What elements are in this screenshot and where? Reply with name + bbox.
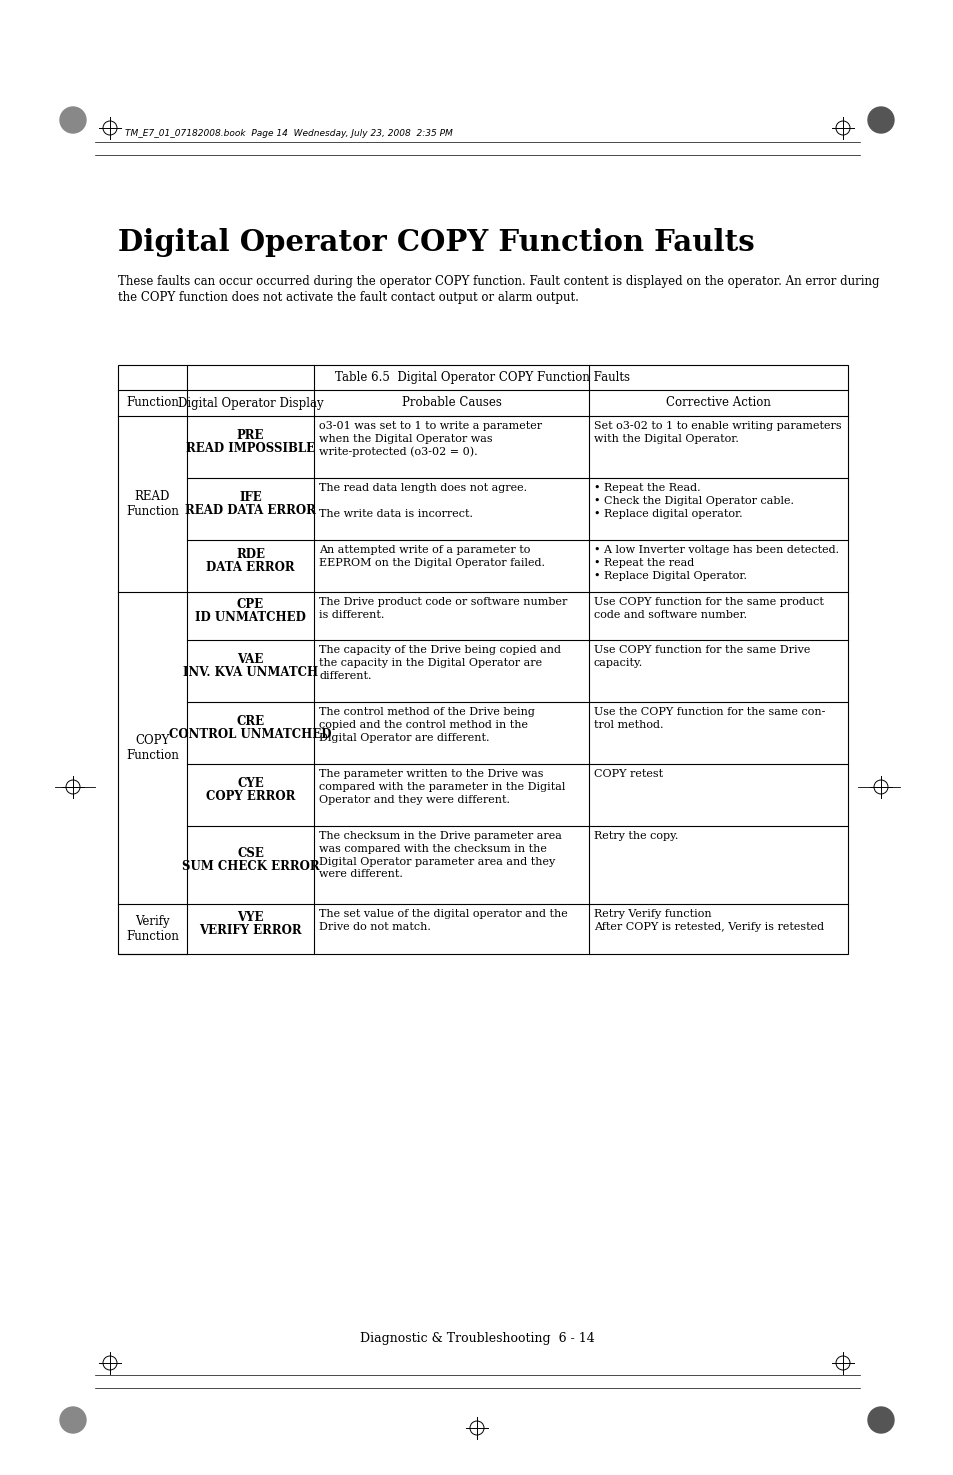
Text: Retry Verify function
After COPY is retested, Verify is retested: Retry Verify function After COPY is rete… bbox=[593, 909, 823, 932]
Text: Use COPY function for the same Drive
capacity.: Use COPY function for the same Drive cap… bbox=[593, 645, 809, 668]
Text: VAE: VAE bbox=[237, 653, 263, 667]
Text: IFE: IFE bbox=[239, 491, 261, 504]
Bar bbox=[118, 364, 847, 954]
Text: INV. KVA UNMATCH: INV. KVA UNMATCH bbox=[183, 667, 317, 678]
Text: Use the COPY function for the same con-
trol method.: Use the COPY function for the same con- … bbox=[593, 707, 824, 730]
Text: ID UNMATCHED: ID UNMATCHED bbox=[194, 611, 306, 624]
Text: COPY
Function: COPY Function bbox=[126, 735, 178, 763]
Text: DATA ERROR: DATA ERROR bbox=[206, 560, 294, 574]
Text: Probable Causes: Probable Causes bbox=[401, 397, 501, 410]
Text: Corrective Action: Corrective Action bbox=[665, 397, 770, 410]
Text: TM_E7_01_07182008.book  Page 14  Wednesday, July 23, 2008  2:35 PM: TM_E7_01_07182008.book Page 14 Wednesday… bbox=[125, 128, 453, 137]
Circle shape bbox=[867, 1407, 893, 1434]
Text: CONTROL UNMATCHED: CONTROL UNMATCHED bbox=[169, 729, 332, 740]
Text: Function: Function bbox=[126, 397, 178, 410]
Text: The set value of the digital operator and the
Drive do not match.: The set value of the digital operator an… bbox=[319, 909, 568, 932]
Text: CPE: CPE bbox=[236, 597, 264, 611]
Text: The checksum in the Drive parameter area
was compared with the checksum in the
D: The checksum in the Drive parameter area… bbox=[319, 830, 561, 879]
Text: • A low Inverter voltage has been detected.
• Repeat the read
• Replace Digital : • A low Inverter voltage has been detect… bbox=[593, 544, 838, 581]
Text: VERIFY ERROR: VERIFY ERROR bbox=[199, 923, 301, 937]
Text: Set o3-02 to 1 to enable writing parameters
with the Digital Operator.: Set o3-02 to 1 to enable writing paramet… bbox=[593, 420, 841, 444]
Text: READ IMPOSSIBLE: READ IMPOSSIBLE bbox=[186, 442, 314, 454]
Text: The control method of the Drive being
copied and the control method in the
Digit: The control method of the Drive being co… bbox=[319, 707, 535, 742]
Text: • Repeat the Read.
• Check the Digital Operator cable.
• Replace digital operato: • Repeat the Read. • Check the Digital O… bbox=[593, 482, 793, 519]
Text: Retry the copy.: Retry the copy. bbox=[593, 830, 678, 841]
Text: Table 6.5  Digital Operator COPY Function Faults: Table 6.5 Digital Operator COPY Function… bbox=[335, 372, 630, 384]
Text: An attempted write of a parameter to
EEPROM on the Digital Operator failed.: An attempted write of a parameter to EEP… bbox=[319, 544, 545, 568]
Circle shape bbox=[60, 1407, 86, 1434]
Text: PRE: PRE bbox=[236, 429, 264, 442]
Circle shape bbox=[867, 108, 893, 133]
Text: VYE: VYE bbox=[237, 912, 263, 923]
Text: COPY ERROR: COPY ERROR bbox=[206, 791, 294, 802]
Text: SUM CHECK ERROR: SUM CHECK ERROR bbox=[181, 860, 319, 873]
Text: These faults can occur occurred during the operator COPY function. Fault content: These faults can occur occurred during t… bbox=[118, 274, 879, 288]
Text: READ
Function: READ Function bbox=[126, 490, 178, 518]
Text: The read data length does not agree.

The write data is incorrect.: The read data length does not agree. The… bbox=[319, 482, 527, 519]
Text: The capacity of the Drive being copied and
the capacity in the Digital Operator : The capacity of the Drive being copied a… bbox=[319, 645, 560, 680]
Text: the COPY function does not activate the fault contact output or alarm output.: the COPY function does not activate the … bbox=[118, 291, 578, 304]
Circle shape bbox=[60, 108, 86, 133]
Text: Use COPY function for the same product
code and software number.: Use COPY function for the same product c… bbox=[593, 597, 822, 619]
Text: Verify
Function: Verify Function bbox=[126, 914, 178, 943]
Text: RDE: RDE bbox=[235, 549, 265, 560]
Text: o3-01 was set to 1 to write a parameter
when the Digital Operator was
write-prot: o3-01 was set to 1 to write a parameter … bbox=[319, 420, 542, 457]
Text: CYE: CYE bbox=[237, 777, 264, 791]
Text: The Drive product code or software number
is different.: The Drive product code or software numbe… bbox=[319, 597, 567, 619]
Text: CSE: CSE bbox=[236, 847, 264, 860]
Text: Diagnostic & Troubleshooting  6 - 14: Diagnostic & Troubleshooting 6 - 14 bbox=[359, 1332, 594, 1345]
Text: CRE: CRE bbox=[236, 715, 264, 729]
Text: Digital Operator COPY Function Faults: Digital Operator COPY Function Faults bbox=[118, 229, 754, 257]
Text: READ DATA ERROR: READ DATA ERROR bbox=[185, 504, 315, 518]
Text: Digital Operator Display: Digital Operator Display bbox=[177, 397, 323, 410]
Text: The parameter written to the Drive was
compared with the parameter in the Digita: The parameter written to the Drive was c… bbox=[319, 768, 565, 804]
Text: COPY retest: COPY retest bbox=[593, 768, 662, 779]
